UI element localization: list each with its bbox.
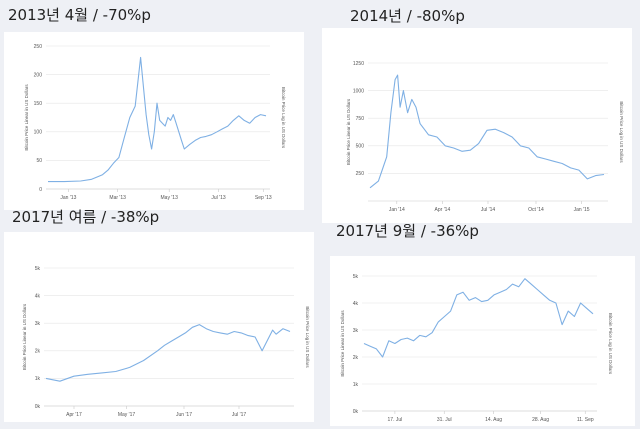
y-tick-label: 0k — [353, 409, 359, 415]
y-tick-label: 100 — [34, 130, 43, 136]
y-axis-label-right: Bitcoin Price Log in US Dollars — [305, 306, 310, 368]
chart-panel-2017-september: 0k 1k 2k 3k 4k 5k 17. Jul 31. Jul 14. Aug 28. Aug… — [330, 256, 635, 426]
y-axis-label: Bitcoin Price Linear in US Dollars — [340, 310, 345, 377]
x-tick-label: Jul '14 — [481, 207, 496, 213]
chart-2013: 0 50 100 150 200 250 Jan '13 Mar '13 May '13 Jul … — [24, 44, 286, 201]
x-tick-label: 11. Sep — [577, 417, 594, 423]
chart-panel-2013: 0 50 100 150 200 250 Jan '13 Mar '13 May '13 Jul … — [4, 32, 304, 210]
chart-2014: 250 500 750 1000 1250 Jan '14 Apr '14 Jul '14 Oc… — [346, 61, 624, 213]
y-tick-label: 1000 — [353, 88, 364, 94]
y-tick-label: 2k — [35, 349, 41, 355]
y-tick-label: 50 — [36, 158, 42, 164]
chart-2017-summer: 0k 1k 2k 3k 4k 5k Apr '17 May '17 Jun '17 Jul '17… — [22, 266, 310, 418]
x-tick-label: May '17 — [118, 412, 136, 418]
x-tick-label: 28. Aug — [532, 417, 549, 423]
x-tick-label: Mar '13 — [109, 195, 126, 201]
x-tick-label: 31. Jul — [437, 417, 452, 423]
x-tick-label: May '13 — [161, 195, 179, 201]
price-series-line — [48, 56, 267, 183]
y-tick-label: 1250 — [353, 61, 364, 67]
y-tick-label: 250 — [34, 44, 43, 50]
chart-title-2017-summer: 2017년 여름 / -38%p — [12, 208, 160, 226]
x-tick-label: Apr '14 — [435, 207, 451, 213]
y-axis-label: Bitcoin Price Linear in US Dollars — [22, 303, 27, 370]
y-tick-label: 3k — [353, 328, 359, 334]
y-tick-label: 200 — [34, 72, 43, 78]
price-series-line — [45, 324, 291, 382]
y-tick-label: 1k — [35, 376, 41, 382]
x-tick-label: Jan '13 — [60, 195, 76, 201]
price-series-line — [369, 74, 605, 189]
y-tick-label: 4k — [353, 301, 359, 307]
x-tick-label: Jan '14 — [389, 207, 405, 213]
x-tick-label: Jan '15 — [574, 207, 590, 213]
y-axis-label: Bitcoin Price Linear in US Dollars — [24, 84, 29, 151]
x-tick-label: Apr '17 — [66, 412, 82, 418]
chart-title-2014: 2014년 / -80%p — [350, 7, 465, 25]
chart-title-2013: 2013년 4월 / -70%p — [8, 6, 151, 24]
x-tick-label: Sep '13 — [255, 195, 272, 201]
x-tick-label: Jul '17 — [232, 412, 247, 418]
x-tick-label: 17. Jul — [388, 417, 403, 423]
y-tick-label: 0 — [39, 187, 42, 193]
y-tick-label: 5k — [353, 274, 359, 280]
x-tick-label: Oct '14 — [528, 207, 544, 213]
y-tick-label: 1k — [353, 382, 359, 388]
y-tick-label: 3k — [35, 321, 41, 327]
x-tick-label: Jul '13 — [211, 195, 226, 201]
y-tick-label: 5k — [35, 266, 41, 272]
x-tick-label: 14. Aug — [485, 417, 502, 423]
y-tick-label: 500 — [356, 144, 365, 150]
chart-title-2017-september: 2017년 9월 / -36%p — [336, 222, 479, 240]
y-tick-label: 250 — [356, 171, 365, 177]
y-tick-label: 2k — [353, 355, 359, 361]
y-axis-label-right: Bitcoin Price Log in US Dollars — [281, 87, 286, 149]
y-axis-label-right: Bitcoin Price Log in US Dollars — [608, 313, 613, 375]
y-tick-label: 0k — [35, 404, 41, 410]
price-series-line — [363, 278, 594, 358]
y-axis-label-right: Bitcoin Price Log in US Dollars — [619, 101, 624, 163]
chart-panel-2017-summer: 0k 1k 2k 3k 4k 5k Apr '17 May '17 Jun '17 Jul '17… — [4, 232, 314, 422]
x-tick-label: Jun '17 — [176, 412, 192, 418]
y-axis-label: Bitcoin Price Linear in US Dollars — [346, 98, 351, 165]
y-tick-label: 150 — [34, 101, 43, 107]
y-tick-label: 4k — [35, 293, 41, 299]
chart-2017-september: 0k 1k 2k 3k 4k 5k 17. Jul 31. Jul 14. Aug 28. Aug… — [340, 274, 613, 423]
y-tick-label: 750 — [356, 116, 365, 122]
chart-panel-2014: 250 500 750 1000 1250 Jan '14 Apr '14 Jul '14 Oc… — [322, 28, 632, 223]
